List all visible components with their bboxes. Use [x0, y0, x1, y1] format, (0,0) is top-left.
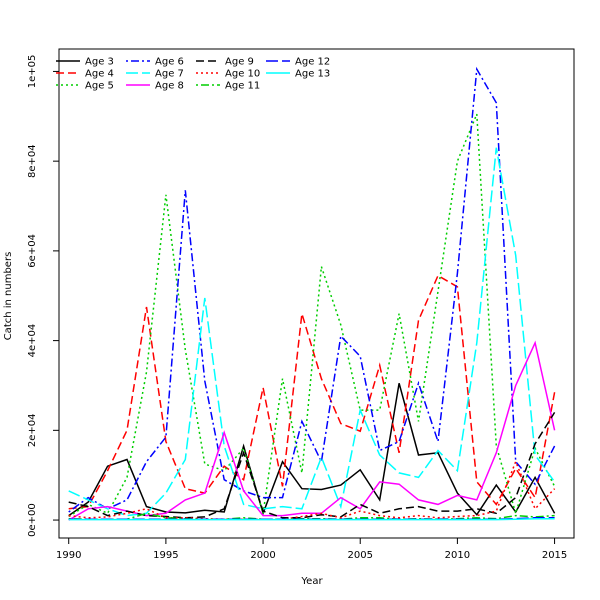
- plot-frame: [58, 48, 575, 539]
- series-line-7: [68, 412, 556, 519]
- legend-label-2: Age 4: [85, 69, 114, 80]
- series-layer: [68, 66, 556, 521]
- y-tick-label: 0e+00: [27, 503, 38, 537]
- legend-label-1: Age 3: [85, 57, 114, 68]
- y-tick-label: 4e+04: [27, 324, 38, 358]
- legend-label-11: Age 13: [295, 69, 330, 80]
- y-tick-label: 1e+05: [27, 55, 38, 89]
- series-line-5: [68, 147, 556, 517]
- series-line-1: [68, 383, 556, 517]
- x-tick-label: 2010: [445, 550, 470, 561]
- x-tick-label: 2015: [542, 550, 567, 561]
- legend-label-7: Age 9: [225, 57, 254, 68]
- series-line-9: [68, 512, 555, 520]
- legend-label-6: Age 8: [155, 81, 184, 92]
- series-line-2: [68, 274, 556, 510]
- legend-label-8: Age 10: [225, 69, 260, 80]
- series-line-8: [68, 459, 556, 520]
- y-tick-label: 8e+04: [27, 144, 38, 178]
- x-tick-label: 1990: [56, 550, 81, 561]
- legend-label-10: Age 12: [295, 57, 330, 68]
- x-axis: 1990 1995 2000 2005 2010 2015: [56, 538, 567, 561]
- series-line-3: [68, 113, 556, 518]
- y-tick-label: 2e+04: [27, 414, 38, 448]
- x-axis-title: Year: [300, 576, 323, 587]
- legend-label-9: Age 11: [225, 81, 260, 92]
- series-line-11: [68, 517, 555, 521]
- x-tick-label: 2000: [250, 550, 275, 561]
- y-axis-title: Catch in numbers: [3, 252, 14, 341]
- legend-label-5: Age 7: [155, 69, 184, 80]
- x-tick-label: 2005: [347, 550, 372, 561]
- legend-label-3: Age 5: [85, 81, 114, 92]
- x-tick-label: 1995: [153, 550, 178, 561]
- legend-label-4: Age 6: [155, 57, 184, 68]
- y-tick-label: 6e+04: [27, 234, 38, 268]
- y-axis: 0e+00 2e+04 4e+04 6e+04 8e+04 1e+05: [27, 55, 59, 537]
